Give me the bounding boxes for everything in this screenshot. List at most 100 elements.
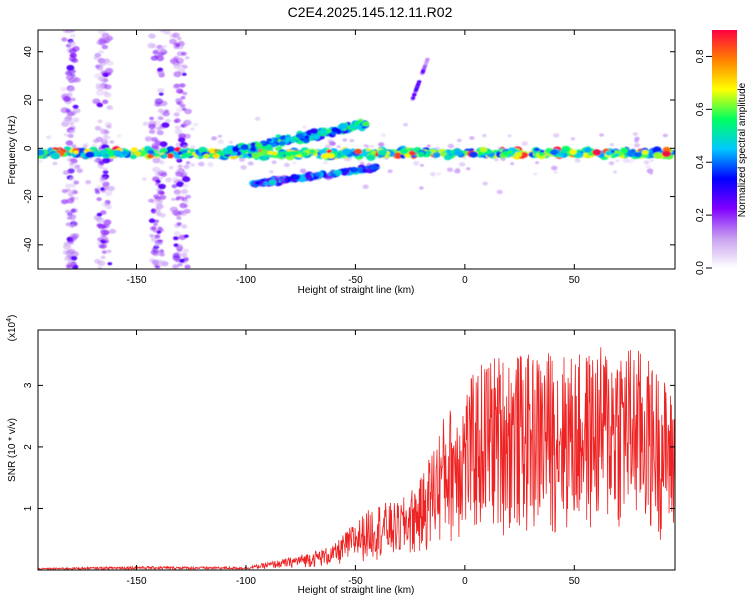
noise-mark [103,170,109,174]
band-mark [135,151,141,156]
lower-branch-mark [280,177,289,184]
noise-mark [169,38,177,45]
figure-title: C2E4.2025.145.12.11.R02 [288,4,453,20]
noise-mark [73,180,79,185]
noise-mark [62,118,70,124]
noise-mark [156,68,162,72]
noise-mark [70,221,79,227]
upper-branch-mark [331,127,339,133]
noise-mark [69,111,77,116]
noise-mark [192,122,199,127]
noise-mark [67,40,76,47]
band-mark [160,148,168,153]
noise-mark [97,30,106,34]
noise-mark [182,91,188,96]
upper-branch-mark [285,136,292,142]
spike-mark [424,60,429,64]
noise-mark [158,241,163,246]
band-mark [634,152,642,158]
noise-mark [147,42,156,49]
noise-mark [103,223,110,229]
band-mark [114,150,123,157]
noise-mark [152,49,160,55]
band-mark [316,155,322,159]
spike-mark [412,93,417,97]
noise-mark [148,123,157,130]
noise-mark [175,43,181,47]
band-mark [569,149,577,155]
noise-mark [177,262,183,267]
colorbar-tick-label: 0.6 [695,102,706,116]
noise-mark [68,56,77,62]
heatmap-y-ticks: -40 -20 0 20 40 [23,46,675,252]
snr-frame [37,329,676,571]
band-mark [197,152,203,156]
noise-mark [190,127,195,131]
noise-mark [299,168,307,174]
snr-y-ticks: 1 2 3 [23,382,675,511]
noise-mark [69,162,75,166]
noise-mark [184,108,193,115]
snr-y-axis-label: SNR (10 * v/v) [7,418,18,482]
noise-mark [108,228,117,234]
noise-mark [66,64,75,71]
spike-mark [415,85,420,89]
noise-mark [151,259,159,265]
noise-mark [649,171,654,175]
snr-panel: -150 -100 -50 0 50 1 2 3 Height of straight li… [6,315,676,596]
noise-mark [175,171,183,177]
noise-mark [413,161,420,166]
spike-mark [412,90,418,95]
noise-mark [176,222,182,226]
noise-mark [104,84,112,90]
noise-mark [551,165,558,171]
upper-branch-mark [354,121,360,126]
noise-mark [101,32,110,39]
noise-mark [96,102,103,107]
noise-mark [67,133,74,138]
noise-mark [553,133,560,138]
noise-mark [456,138,462,143]
noise-mark [198,161,205,167]
noise-mark [173,243,179,247]
noise-mark [165,177,172,183]
noise-mark [172,264,179,269]
noise-mark [67,248,76,255]
noise-mark [102,236,109,241]
noise-mark [106,105,114,110]
noise-mark [109,140,115,144]
noise-mark [574,158,581,163]
band-mark [443,154,452,161]
noise-mark [171,61,178,66]
noise-mark [155,203,164,210]
noise-mark [158,116,164,121]
noise-mark [98,37,107,44]
lower-branch-mark [305,174,313,180]
noise-mark [182,183,189,188]
band-mark [130,147,139,153]
band-mark [300,151,309,158]
noise-mark [360,161,365,166]
upper-branch-mark [319,128,327,134]
noise-mark [174,125,181,130]
spike-mark [420,70,426,74]
noise-mark [162,44,167,49]
x-tick-label: -150 [126,576,146,587]
noise-mark [152,166,161,173]
band-mark [528,153,534,157]
snr-x-axis-label: Height of straight line (km) [298,585,415,596]
noise-mark [158,183,166,190]
noise-mark [510,162,515,166]
noise-mark [76,168,83,173]
x-tick-label: 50 [569,576,581,587]
noise-mark [97,266,103,269]
upper-branch-mark [231,146,240,152]
noise-mark [662,133,668,138]
noise-mark [103,92,112,98]
band-mark [79,153,86,158]
noise-mark [181,212,187,217]
band-mark [432,152,441,158]
noise-mark [68,87,76,92]
heatmap-x-axis-label: Height of straight line (km) [298,285,415,296]
band-mark [653,152,663,159]
